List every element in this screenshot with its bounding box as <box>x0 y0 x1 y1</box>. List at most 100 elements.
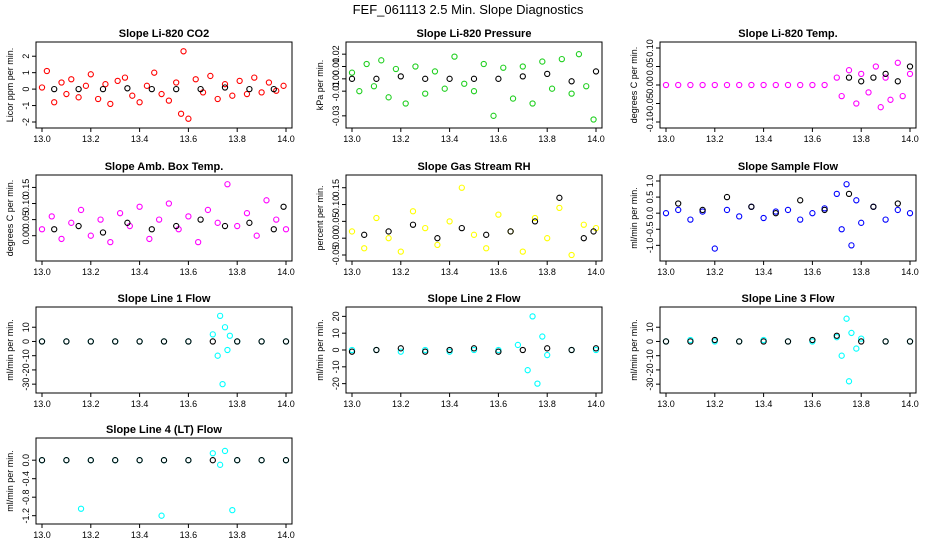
data-point <box>112 338 119 345</box>
series-black <box>845 63 914 85</box>
data-point <box>495 211 502 218</box>
data-point <box>544 345 551 352</box>
x-tick-label: 13.6 <box>180 530 198 540</box>
data-point <box>234 457 241 464</box>
y-tick-label: -0.10 <box>645 112 655 133</box>
data-point <box>234 222 241 230</box>
data-point <box>711 245 718 252</box>
data-point <box>280 203 287 210</box>
data-point <box>675 200 682 207</box>
data-point <box>148 85 155 93</box>
y-tick-label: -0.4 <box>21 471 31 487</box>
data-point <box>160 338 168 345</box>
data-point <box>882 70 889 78</box>
x-tick-label: 13.2 <box>82 267 100 277</box>
x-tick-label: 13.8 <box>538 267 556 277</box>
data-point <box>507 228 514 235</box>
x-tick-label: 13.6 <box>490 399 508 409</box>
data-point <box>797 216 804 223</box>
data-point <box>209 331 216 338</box>
data-point <box>185 213 192 220</box>
x-tick-label: 13.2 <box>82 530 100 540</box>
data-point <box>838 92 845 100</box>
data-point <box>224 181 231 188</box>
data-point <box>75 94 82 101</box>
data-point <box>77 206 85 214</box>
data-point <box>280 82 287 89</box>
data-point <box>146 235 153 243</box>
data-point <box>229 506 236 514</box>
series-blue <box>662 181 914 252</box>
series-red <box>38 48 287 122</box>
data-point <box>373 214 380 222</box>
y-tick-label: 0.15 <box>331 179 341 197</box>
panel-2: Slope Li-820 Pressure 13.0 13.2 13.4 13.6 13.… <box>315 28 605 144</box>
data-point <box>519 63 526 70</box>
y-tick-label: 0.05 <box>645 58 655 76</box>
data-point <box>234 338 241 345</box>
data-point <box>858 338 865 345</box>
data-point <box>246 85 253 93</box>
data-point <box>838 352 845 359</box>
data-point <box>845 190 853 198</box>
data-point <box>434 241 441 249</box>
data-point <box>558 55 565 63</box>
x-tick-label: 13.8 <box>852 134 870 144</box>
data-point <box>124 85 131 92</box>
y-tick-label: -0.5 <box>645 222 655 238</box>
x-tick-label: 13.4 <box>755 399 773 409</box>
data-point <box>865 89 872 96</box>
data-point <box>158 90 165 98</box>
y-tick-label: 0.00 <box>21 227 31 245</box>
y-tick-label: -0.05 <box>331 245 341 266</box>
data-point <box>760 81 767 89</box>
data-point <box>441 85 448 92</box>
x-tick-label: 13.0 <box>657 134 675 144</box>
data-point <box>470 345 478 352</box>
data-point <box>906 210 914 217</box>
data-point <box>539 333 546 340</box>
series-cyan <box>662 315 914 385</box>
data-point <box>843 315 850 322</box>
x-tick-label: 13.2 <box>706 399 724 409</box>
y-tick-label: -0.03 <box>331 106 341 127</box>
y-axis-label: percent per min. <box>315 185 325 250</box>
x-tick-label: 13.6 <box>490 267 508 277</box>
data-point <box>258 89 265 96</box>
plot-frame <box>35 437 293 525</box>
x-tick-label: 13.4 <box>441 399 459 409</box>
data-point <box>422 224 429 232</box>
data-point <box>495 75 502 82</box>
y-tick-label: -20 <box>21 363 31 376</box>
y-tick-label: 0.00 <box>645 76 655 94</box>
data-point <box>397 345 404 352</box>
x-tick-label: 13.8 <box>228 530 246 540</box>
data-point <box>534 380 541 387</box>
data-point <box>882 216 889 223</box>
data-point <box>143 82 151 89</box>
data-point <box>51 226 58 233</box>
data-point <box>385 235 392 242</box>
series-black <box>51 84 277 93</box>
y-tick-label: -10 <box>331 360 341 373</box>
data-point <box>82 82 90 89</box>
data-point <box>51 99 58 106</box>
series-black <box>51 203 287 236</box>
data-point <box>519 73 526 80</box>
data-point <box>711 336 718 344</box>
panel-3: Slope Li-820 Temp. 13.0 13.2 13.4 13.6 13.8 14… <box>629 28 919 144</box>
panel-4: Slope Amb. Box Temp. 13.0 13.2 13.4 13.6 13.8… <box>5 161 295 277</box>
data-point <box>592 345 600 352</box>
data-point <box>748 203 755 210</box>
y-tick-label: -1.0 <box>645 238 655 254</box>
data-point <box>590 116 597 123</box>
data-point <box>711 81 718 89</box>
data-point <box>251 74 258 81</box>
y-axis-label: ml/min per min. <box>5 319 15 381</box>
data-point <box>243 210 251 217</box>
data-point <box>858 78 865 85</box>
data-point <box>270 85 277 93</box>
y-tick-label: -30 <box>645 378 655 391</box>
x-tick-label: 14.0 <box>587 399 605 409</box>
